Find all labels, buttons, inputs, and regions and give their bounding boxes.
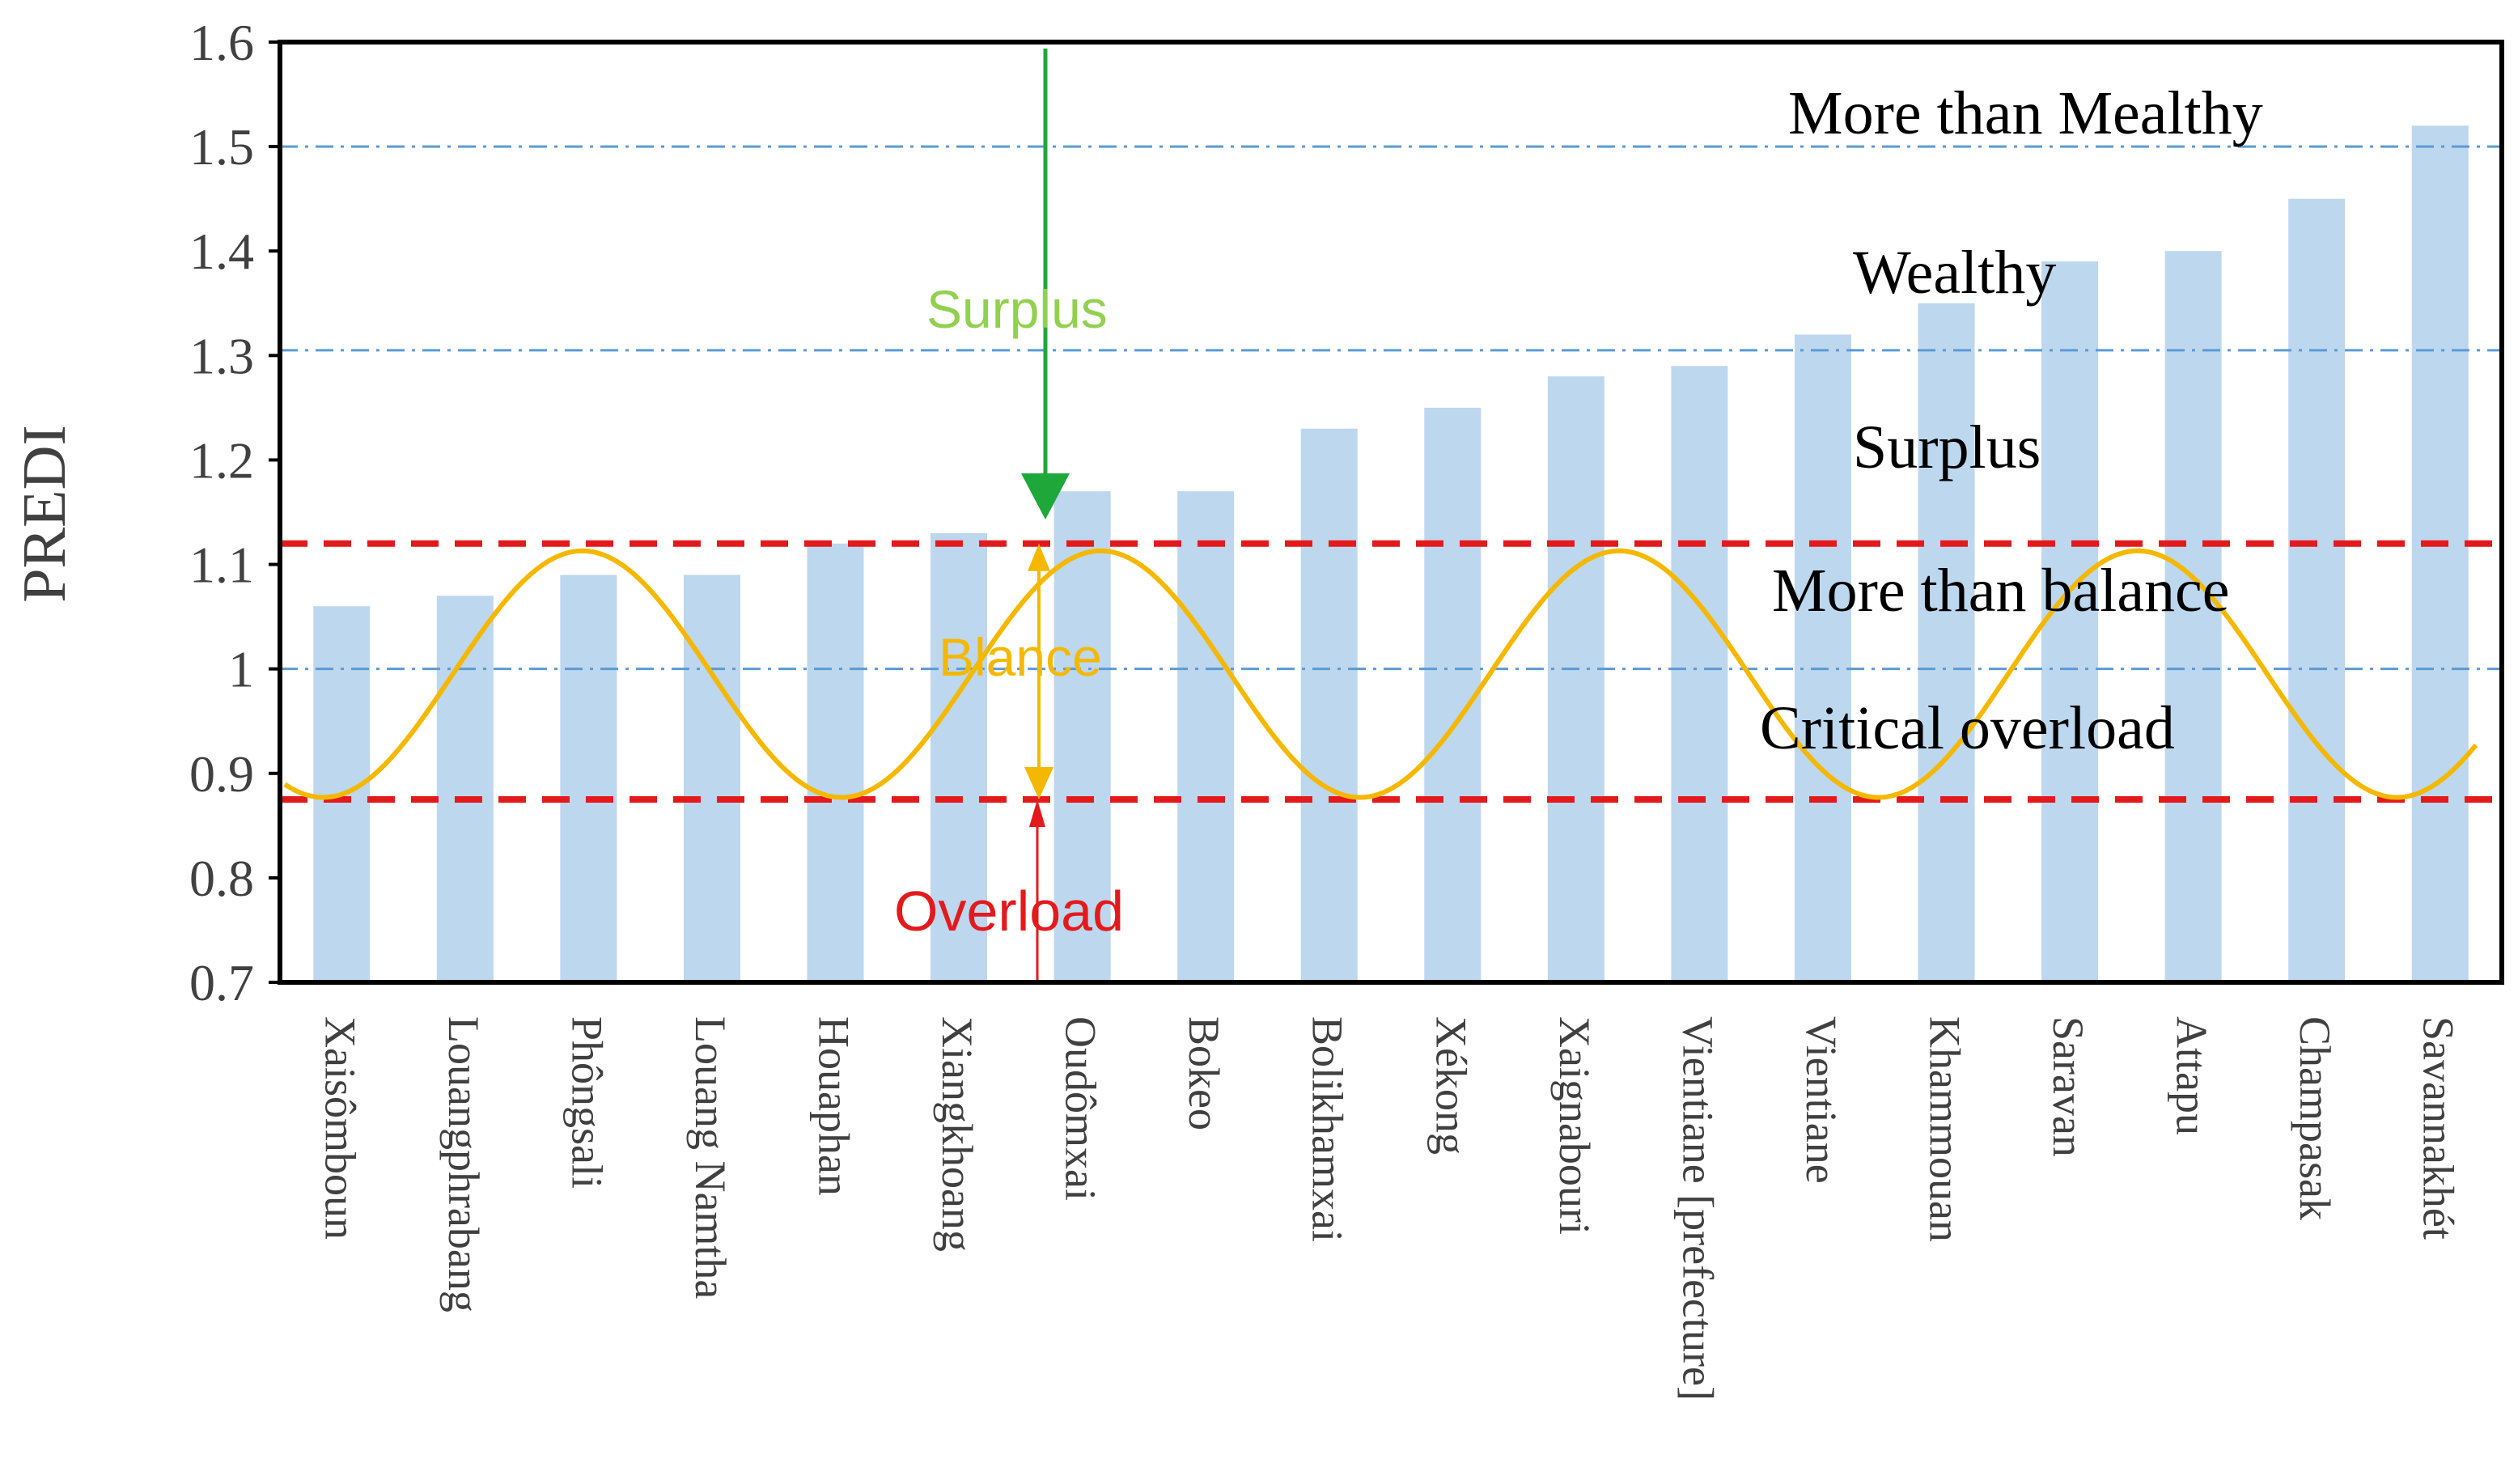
x-tick-label: Vientiane [prefecture] [1673, 1016, 1722, 1401]
x-tick-label: Bokeo [1180, 1016, 1228, 1130]
x-tick-label: Louang Namtha [686, 1016, 735, 1299]
overload-arrow-head [1029, 799, 1045, 828]
x-tick-label: Saravan [2044, 1016, 2092, 1157]
zone-label: More than Mealthy [1788, 79, 2263, 147]
balance-arrow-head-down [1024, 767, 1053, 800]
y-tick-label: 1.1 [189, 536, 254, 594]
bar-champasak [2288, 198, 2346, 982]
x-tick-label: Attapu [2168, 1016, 2216, 1135]
balance-annotation: Blance [939, 627, 1102, 687]
bar-vientiane-prefecture- [1671, 366, 1728, 982]
bar-bokeo [1177, 491, 1235, 982]
x-tick-label: Xaisômboun [316, 1016, 364, 1240]
y-tick-label: 1.3 [189, 327, 254, 384]
x-tick-label: Oudômxai [1057, 1016, 1105, 1201]
overload-annotation: Overload [894, 880, 1124, 943]
x-tick-label: Bolikhamxai [1304, 1016, 1352, 1242]
y-tick-label: 0.9 [189, 745, 254, 803]
zone-label: Surplus [1853, 413, 2041, 481]
y-tick-label: 1.6 [189, 14, 254, 71]
y-tick-label: 0.7 [189, 954, 254, 1011]
bar-ph-ngsali [560, 575, 617, 982]
x-tick-label: Xékong [1426, 1016, 1475, 1155]
balance-arrow-head-up [1028, 543, 1050, 571]
y-tick-label: 1.4 [189, 223, 254, 280]
bar-xiangkhoang [930, 532, 988, 982]
zone-label: More than balance [1772, 557, 2230, 625]
surplus-arrow-head [1021, 473, 1070, 519]
surplus-annotation: Surplus [926, 279, 1108, 339]
x-tick-label: Savannakhét [2414, 1016, 2463, 1240]
y-axis-title: PREDI [11, 425, 78, 603]
x-tick-label: Xiangkhoang [933, 1016, 981, 1252]
bar-oud-mxai [1053, 491, 1111, 982]
bar-houaphan [807, 543, 864, 982]
bar-louangphrabang [436, 596, 494, 982]
bar-attapu [2164, 251, 2222, 982]
balance-wave-curve [283, 548, 2478, 800]
x-tick-label: Phôngsali [562, 1016, 611, 1189]
bar-savannakh-t [2411, 125, 2469, 982]
bar-saravan [2041, 261, 2099, 983]
axes-group [269, 40, 2504, 985]
y-tick-label: 0.8 [189, 850, 254, 907]
bar-khammouan [1918, 303, 1975, 982]
x-tick-label: Vientiane [1797, 1016, 1846, 1184]
plot-frame [278, 40, 2504, 985]
x-tick-label: Khammouan [1921, 1016, 1969, 1242]
arrows-group [1021, 49, 1070, 981]
labels-group: 0.7 0.8 0.9 1 1.1 1.2 1.3 1.4 1.5 1.6 PREDI Xaisômb… [11, 14, 2463, 1401]
bar-xaignabouri [1547, 376, 1604, 983]
x-tick-label: Xaignabouri [1550, 1016, 1599, 1235]
balance-wave-group [283, 548, 2478, 800]
reference-lines-group [280, 145, 2502, 803]
bar-louang-namtha [683, 575, 740, 982]
y-tick-label: 1 [228, 641, 254, 698]
bar-bolikhamxai [1300, 428, 1358, 982]
x-tick-label: Louangphrabang [439, 1016, 488, 1312]
bar-x-kong [1424, 407, 1482, 982]
zone-label: Wealthy [1853, 239, 2056, 307]
y-tick-label: 1.2 [189, 431, 254, 489]
x-tick-label: Houaphan [810, 1016, 858, 1196]
bar-vientiane [1794, 334, 1851, 982]
x-tick-label: Champasak [2291, 1016, 2339, 1220]
zone-label: Critical overload [1760, 694, 2175, 762]
y-tick-label: 1.5 [189, 118, 254, 176]
